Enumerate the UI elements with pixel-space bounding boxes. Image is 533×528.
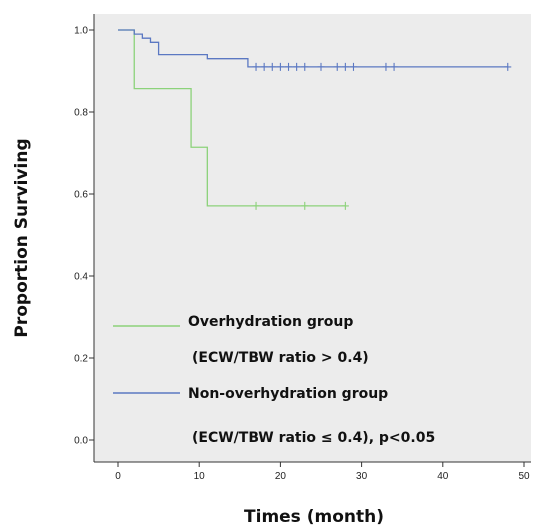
censor-mark-overhydration: [301, 201, 309, 210]
censor-mark-non-overhydration: [333, 62, 341, 71]
censor-mark-non-overhydration: [285, 62, 293, 71]
censor-mark-non-overhydration: [349, 62, 357, 71]
censor-mark-non-overhydration: [341, 62, 349, 71]
censor-mark-non-overhydration: [276, 62, 284, 71]
censor-mark-non-overhydration: [504, 62, 512, 71]
censor-mark-non-overhydration: [260, 62, 268, 71]
legend-sublabel-non-overhydration: (ECW/TBW ratio ≤ 0.4), p<0.05: [192, 430, 435, 446]
x-tick-label: 30: [356, 471, 368, 482]
censor-mark-overhydration: [252, 201, 260, 210]
y-tick-label: 0.8: [74, 108, 88, 119]
legend: Overhydration group (ECW/TBW ratio > 0.4…: [113, 314, 435, 446]
y-tick-label: 0.0: [74, 436, 88, 447]
x-tick-label: 0: [115, 471, 121, 482]
censor-mark-non-overhydration: [390, 62, 398, 71]
censor-mark-overhydration: [341, 201, 349, 210]
x-tick-label: 20: [275, 471, 287, 482]
censor-mark-non-overhydration: [293, 62, 301, 71]
censor-mark-non-overhydration: [317, 62, 325, 71]
axes: 0.0 0.2 0.4 0.6 0.8 1.0 0 10 20 30 40 50: [74, 14, 531, 482]
y-tick-label: 0.4: [74, 272, 88, 283]
series-layer: [118, 29, 512, 210]
censor-mark-non-overhydration: [252, 62, 260, 71]
y-tick-label: 0.6: [74, 190, 88, 201]
x-tick-label: 50: [518, 471, 530, 482]
legend-sublabel-overhydration: (ECW/TBW ratio > 0.4): [192, 350, 369, 366]
y-tick-label: 1.0: [74, 26, 88, 37]
survival-curve-non-overhydration: [118, 29, 508, 68]
legend-label-non-overhydration: Non-overhydration group: [188, 386, 388, 402]
x-axis-title: Times (month): [244, 507, 384, 527]
survival-curve-overhydration: [118, 29, 346, 207]
legend-label-overhydration: Overhydration group: [188, 314, 353, 330]
censor-mark-non-overhydration: [268, 62, 276, 71]
censor-mark-non-overhydration: [301, 62, 309, 71]
censor-mark-non-overhydration: [382, 62, 390, 71]
x-tick-label: 40: [437, 471, 449, 482]
y-tick-label: 0.2: [74, 354, 88, 365]
y-axis-title: Proportion Surviving: [12, 138, 32, 337]
x-tick-label: 10: [194, 471, 206, 482]
